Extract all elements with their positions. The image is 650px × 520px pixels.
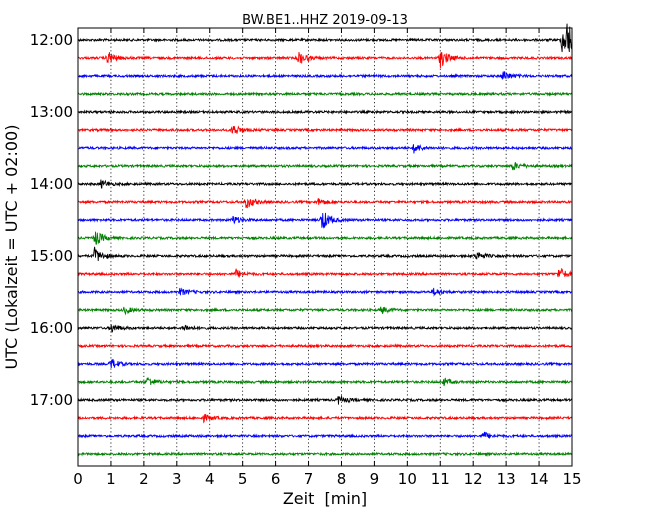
seismogram-trace-1300 xyxy=(77,109,573,115)
seismogram-trace-1215 xyxy=(77,52,573,69)
y-tick-label: 13:00 xyxy=(30,103,73,121)
y-tick-label: 14:00 xyxy=(30,175,73,193)
seismogram-trace-1200 xyxy=(77,23,573,53)
vertical-gridlines xyxy=(110,28,540,466)
y-tick-label: 16:00 xyxy=(30,319,73,337)
seismogram-trace-1400 xyxy=(77,179,573,189)
seismogram-trace-1500 xyxy=(77,246,573,262)
seismogram-trace-1515 xyxy=(77,267,573,278)
seismogram-trace-1715 xyxy=(77,413,573,424)
y-axis-ticks: 12:00 13:00 14:00 15:00 16:00 17:00 xyxy=(30,31,83,409)
y-axis-label: UTC (Lokalzeit = UTC + 02:00) xyxy=(2,125,21,370)
y-tick-label: 17:00 xyxy=(30,391,73,409)
x-tick-label: 9 xyxy=(370,470,380,488)
y-tick-label: 12:00 xyxy=(30,31,73,49)
x-tick-label: 7 xyxy=(304,470,314,488)
seismogram-trace-1315 xyxy=(77,125,573,134)
seismogram-trace-1330 xyxy=(77,144,573,154)
x-tick-label: 5 xyxy=(238,470,248,488)
seismogram-trace-1700 xyxy=(77,394,573,405)
x-tick-label: 13 xyxy=(497,470,516,488)
x-tick-label: 4 xyxy=(205,470,215,488)
seismogram-trace-1600 xyxy=(77,324,573,333)
x-tick-label: 0 xyxy=(73,470,83,488)
seismogram-trace-1615 xyxy=(77,343,573,349)
x-tick-label: 15 xyxy=(562,470,581,488)
seismogram-trace-1430 xyxy=(77,212,573,229)
seismogram-trace-1230 xyxy=(77,71,573,80)
x-tick-label: 14 xyxy=(530,470,549,488)
seismogram-trace-1445 xyxy=(77,231,573,245)
y-tick-label: 15:00 xyxy=(30,247,73,265)
x-tick-label: 2 xyxy=(139,470,149,488)
x-tick-label: 11 xyxy=(431,470,450,488)
x-tick-label: 6 xyxy=(271,470,281,488)
seismogram-trace-1745 xyxy=(77,451,573,457)
x-tick-label: 3 xyxy=(172,470,182,488)
x-tick-label: 8 xyxy=(337,470,347,488)
seismogram-trace-1530 xyxy=(77,287,573,297)
seismogram-trace-1630 xyxy=(77,358,573,369)
plot-frame xyxy=(77,27,573,467)
x-axis-label: Zeit [min] xyxy=(283,489,367,508)
x-tick-label: 1 xyxy=(106,470,116,488)
x-tick-label: 10 xyxy=(398,470,417,488)
seismogram-trace-1545 xyxy=(77,306,573,316)
seismogram-trace-1345 xyxy=(77,162,573,171)
chart-title: BW.BE1..HHZ 2019-09-13 xyxy=(242,13,408,28)
seismogram-traces xyxy=(77,23,573,457)
seismogram-trace-1245 xyxy=(77,91,573,97)
seismogram-trace-1730 xyxy=(77,431,573,439)
seismogram-trace-1415 xyxy=(77,198,573,209)
x-axis-ticks: 0 1 2 3 4 5 6 7 8 9 10 11 12 13 14 15 xyxy=(73,28,582,488)
x-tick-label: 12 xyxy=(464,470,483,488)
seismogram-trace-1645 xyxy=(77,376,573,387)
